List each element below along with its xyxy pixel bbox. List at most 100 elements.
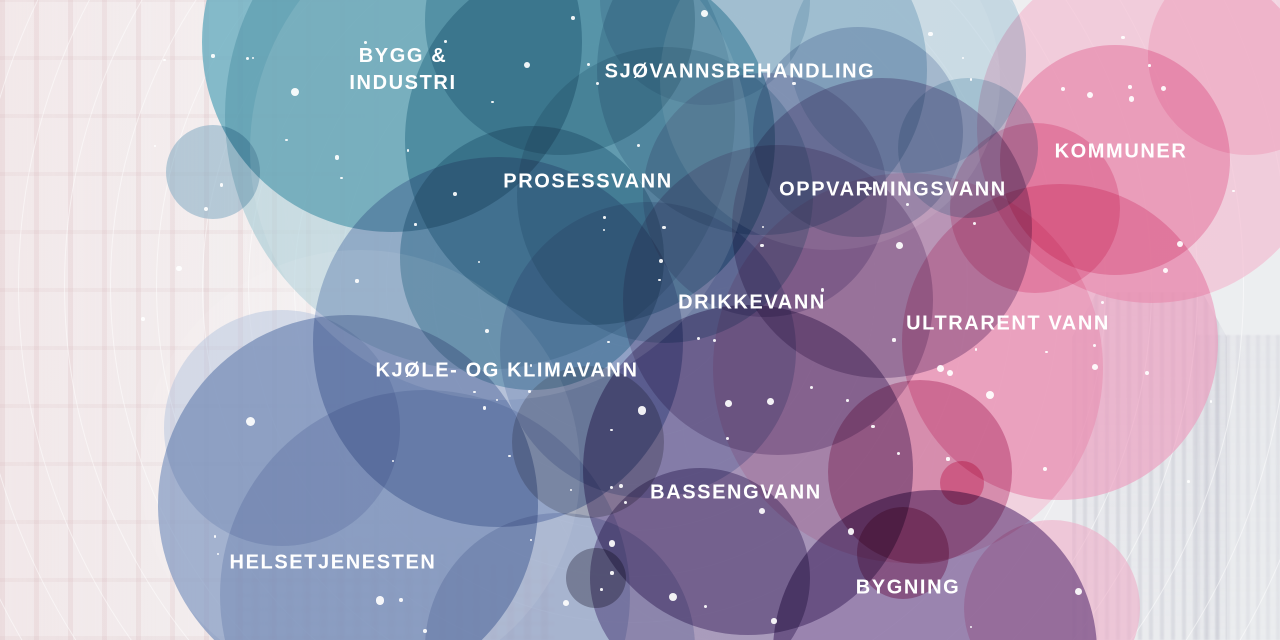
sparkle-dot (760, 243, 765, 248)
sparkle-dot (608, 540, 615, 547)
sparkle-dot (610, 428, 613, 432)
sparkle-dot (623, 501, 627, 505)
sparkle-dot (937, 365, 944, 372)
sparkle-dot (444, 40, 447, 44)
sparkle-dot (659, 259, 664, 264)
sparkle-dot (491, 100, 494, 104)
sparkle-dot (868, 186, 872, 191)
sparkle-dot (602, 228, 605, 231)
sparkle-dot (375, 596, 385, 606)
sparkle-dot (766, 398, 774, 405)
sparkle-dot (771, 618, 777, 624)
sparkle-dot (245, 417, 255, 427)
sparkle-dot (364, 40, 368, 44)
sparkle-dot (658, 278, 661, 282)
bubble-label-kjole-og-klimavann: KJØLE- OG KLIMAVANN (375, 359, 639, 382)
sparkle-dot (213, 535, 217, 539)
sparkle-dot (892, 338, 896, 342)
sparkle-dot (406, 149, 410, 152)
bubble-label-bassengvann: BASSENGVANN (650, 481, 822, 504)
sparkle-dot (562, 599, 569, 606)
sparkle-dot (985, 390, 995, 400)
sparkle-dot (974, 348, 977, 351)
sparkle-dot (947, 369, 954, 376)
sparkle-dot (477, 261, 480, 264)
sparkle-dot (962, 56, 965, 59)
sparkle-dot (414, 223, 417, 226)
sparkle-dot (587, 63, 591, 66)
sparkle-dot (820, 288, 825, 292)
sparkle-dot (1043, 466, 1048, 471)
sparkle-dot (484, 329, 489, 334)
sparkle-dot (1187, 480, 1191, 484)
sparkle-dot (761, 225, 765, 228)
sparkle-dot (845, 399, 849, 402)
sparkle-dot (636, 143, 641, 148)
sparkle-dot (523, 62, 530, 69)
bubble (512, 366, 664, 518)
sparkle-dot (528, 389, 531, 393)
bubble-label-oppvarmingsvann: OPPVARMINGSVANN (779, 178, 1007, 201)
sparkle-dot (1060, 86, 1066, 92)
sparkle-dot (211, 54, 215, 58)
sparkle-dot (392, 459, 395, 462)
sparkle-dot (1092, 344, 1096, 348)
sparkle-dot (251, 56, 255, 59)
sparkle-dot (153, 144, 156, 147)
sparkle-dot (1232, 189, 1235, 193)
sparkle-dot (637, 406, 647, 415)
sparkle-dot (669, 593, 678, 602)
bubble (857, 507, 949, 599)
sparkle-dot (701, 10, 709, 18)
sparkle-dot (619, 484, 624, 489)
sparkle-dot (399, 597, 403, 602)
sparkle-dot (219, 183, 224, 187)
sparkle-dot (595, 81, 599, 85)
sparkle-dot (1100, 300, 1104, 304)
sheen-highlight (140, 250, 580, 640)
sparkle-dot (453, 192, 458, 196)
sparkle-dot (725, 436, 730, 441)
bubble-label-prosessvann: PROSESSVANN (503, 170, 673, 193)
sparkle-dot (291, 88, 300, 97)
sparkle-dot (423, 628, 427, 633)
sparkle-dot (1176, 240, 1183, 247)
sparkle-dot (969, 78, 973, 81)
bubble-label-ultrarent-vann: ULTRARENT VANN (906, 312, 1110, 335)
sparkle-dot (603, 216, 607, 220)
bubble-label-sjovannsbehandling: SJØVANNSBEHANDLING (604, 60, 876, 83)
sparkle-dot (809, 386, 813, 390)
sparkle-dot (1162, 267, 1168, 273)
sparkle-dot (473, 390, 476, 394)
sparkle-dot (704, 605, 708, 608)
bubble-label-helsetjenesten: HELSETJENESTEN (229, 551, 437, 574)
sparkle-dot (483, 406, 487, 410)
sparkle-dot (712, 339, 717, 343)
sparkle-dot (1147, 63, 1151, 67)
sparkle-dot (217, 553, 220, 556)
sparkle-dot (1128, 96, 1134, 102)
sparkle-dot (1161, 85, 1167, 91)
bubble-label-drikkevann: DRIKKEVANN (678, 291, 826, 314)
sparkle-dot (969, 625, 973, 628)
sparkle-dot (1092, 364, 1099, 371)
sparkle-dot (355, 279, 359, 283)
sparkle-dot (339, 176, 343, 180)
sparkle-dot (758, 507, 765, 514)
sparkle-dot (946, 457, 950, 461)
sparkle-dot (246, 56, 250, 60)
sparkle-dot (529, 364, 533, 367)
sparkle-dot (1144, 370, 1149, 375)
sparkle-dot (163, 59, 166, 62)
bubble (166, 125, 260, 219)
sparkle-dot (285, 139, 288, 142)
sparkle-dot (570, 16, 575, 20)
sparkle-dot (495, 398, 498, 401)
sparkle-dot (1045, 350, 1048, 354)
bubble-label-bygg-industri: BYGG & INDUSTRI (349, 45, 457, 94)
sheen-highlight (250, 0, 750, 400)
sparkle-dot (696, 336, 700, 340)
sparkle-dot (529, 539, 532, 542)
